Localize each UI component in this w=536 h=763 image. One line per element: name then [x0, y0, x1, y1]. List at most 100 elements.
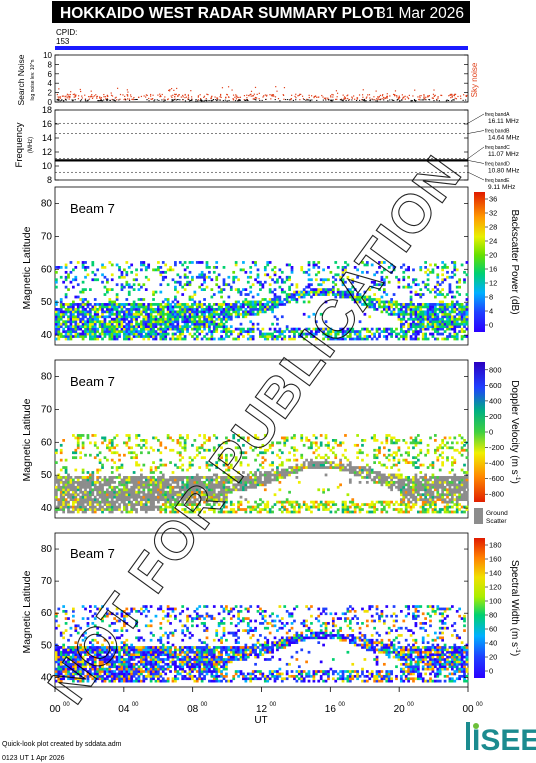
heat-cell — [74, 505, 78, 509]
heat-cell — [297, 505, 301, 509]
heat-cell — [234, 312, 238, 316]
heat-cell — [220, 317, 223, 321]
heat-cell — [106, 505, 109, 509]
heat-cell — [103, 495, 107, 499]
heat-cell — [278, 480, 282, 484]
heat-cell — [297, 480, 301, 484]
noise-baseline-point — [309, 100, 311, 102]
heat-cell — [344, 330, 347, 333]
heat-cell — [283, 335, 287, 338]
noise-point — [226, 94, 229, 96]
heat-cell — [285, 500, 289, 504]
heat-cell — [188, 463, 192, 467]
noise-baseline-point — [393, 99, 395, 101]
heat-cell — [174, 295, 177, 299]
heat-cell — [130, 315, 134, 319]
heat-cell — [358, 510, 362, 514]
heat-cell — [431, 332, 435, 336]
heat-cell — [106, 500, 109, 504]
heat-cell — [261, 451, 265, 455]
heat-cell — [380, 283, 384, 287]
heat-cell — [283, 330, 287, 333]
heat-cell — [191, 476, 194, 479]
heat-cell — [205, 305, 209, 309]
velocity-data — [55, 434, 469, 514]
heat-cell — [317, 261, 321, 264]
heat-cell — [225, 463, 228, 467]
heat-cell — [263, 280, 267, 284]
heat-cell — [125, 434, 129, 437]
heat-cell — [429, 310, 432, 314]
heat-cell — [84, 490, 87, 494]
heat-cell — [317, 461, 321, 464]
heat-cell — [147, 337, 151, 341]
heat-cell — [149, 312, 153, 316]
heat-cell — [246, 463, 250, 467]
heat-cell — [142, 298, 146, 301]
heat-cell — [246, 439, 250, 442]
heat-cell — [341, 441, 345, 445]
noise-point — [252, 98, 255, 100]
heat-cell — [271, 441, 274, 445]
heat-cell — [79, 303, 83, 306]
heat-cell — [203, 436, 206, 440]
heat-cell — [132, 330, 136, 333]
heat-cell — [212, 325, 216, 329]
heat-cell — [137, 480, 141, 484]
heat-cell — [419, 317, 423, 321]
heat-cell — [385, 434, 389, 437]
heat-cell — [227, 478, 231, 482]
heat-cell — [382, 508, 386, 511]
heat-cell — [169, 320, 172, 324]
noise-point — [69, 93, 71, 96]
heat-cell — [339, 327, 342, 331]
heat-cell — [254, 278, 257, 282]
heat-cell — [353, 503, 357, 506]
heat-cell — [293, 446, 296, 450]
heat-cell — [385, 305, 389, 309]
noise-baseline-point — [363, 99, 366, 101]
noise-point — [402, 96, 404, 99]
heat-cell — [365, 503, 369, 506]
heat-cell — [98, 500, 102, 504]
heat-cell — [125, 510, 129, 514]
heat-cell — [246, 310, 250, 314]
heat-cell — [103, 439, 107, 442]
heat-cell — [57, 327, 61, 331]
heat-cell — [295, 283, 299, 287]
heat-cell — [98, 505, 102, 509]
heat-cell — [293, 436, 296, 440]
heat-cell — [407, 312, 410, 316]
noise-point — [177, 95, 179, 97]
heat-cell — [399, 453, 403, 457]
heat-cell — [392, 436, 396, 440]
heat-cell — [159, 458, 163, 462]
heat-cell — [463, 278, 466, 282]
heat-cell — [409, 493, 413, 497]
heat-cell — [183, 493, 187, 497]
heat-cell — [93, 278, 97, 282]
heat-cell — [101, 498, 104, 502]
heat-cell — [375, 337, 379, 341]
heat-cell — [188, 493, 192, 497]
heat-cell — [232, 278, 236, 282]
heat-cell — [171, 471, 175, 474]
heat-cell — [380, 473, 384, 477]
heat-cell — [64, 468, 68, 472]
heat-cell — [273, 293, 277, 296]
heat-cell — [186, 495, 189, 499]
noise-point — [377, 96, 379, 98]
heat-cell — [380, 261, 384, 264]
heat-cell — [419, 441, 423, 445]
heat-cell — [157, 320, 160, 324]
heat-cell — [127, 290, 131, 294]
heat-cell — [108, 508, 112, 511]
heat-cell — [125, 315, 129, 319]
noise-point — [324, 98, 326, 100]
heat-cell — [144, 478, 148, 482]
heat-cell — [174, 485, 177, 489]
noise-point — [290, 98, 293, 100]
heat-cell — [225, 456, 228, 460]
heat-cell — [261, 483, 265, 487]
heat-cell — [419, 293, 423, 296]
